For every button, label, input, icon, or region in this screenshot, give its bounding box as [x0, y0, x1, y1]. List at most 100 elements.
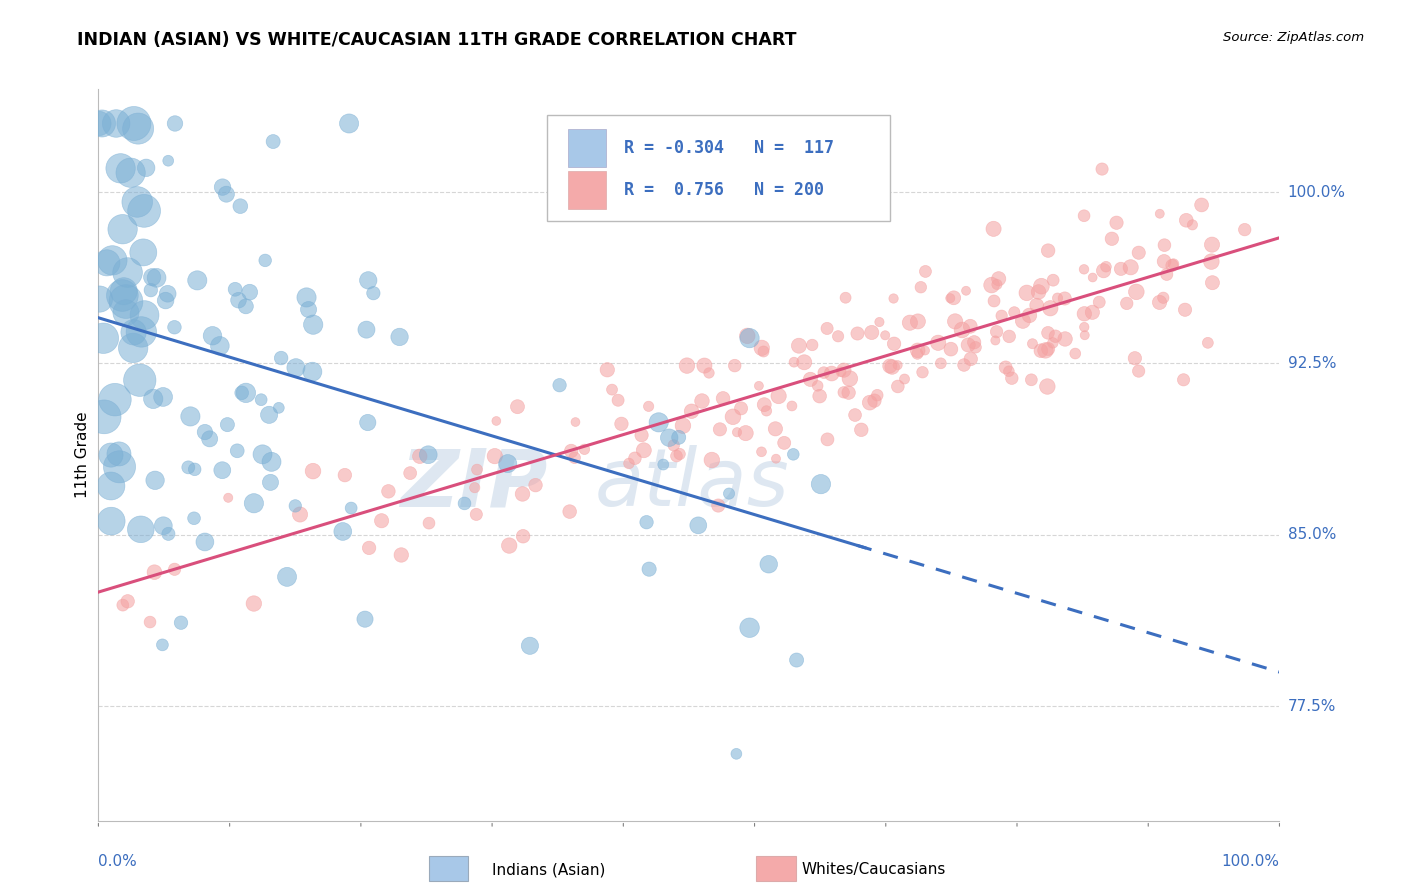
Point [132, 245, 155, 260]
Point [807, 379, 830, 393]
Point [177, 460, 200, 475]
Point [950, 323, 973, 337]
Text: Whites/Caucasians: Whites/Caucasians [801, 863, 946, 877]
Point [1046, 291, 1069, 305]
Point [276, 570, 298, 584]
Point [887, 379, 910, 393]
Point [186, 273, 208, 287]
Point [665, 449, 688, 463]
Point [668, 430, 690, 444]
Point [183, 511, 205, 525]
FancyBboxPatch shape [547, 115, 890, 221]
Point [834, 291, 856, 305]
Point [93, 409, 115, 424]
Point [388, 330, 411, 344]
Point [135, 161, 157, 175]
Point [1233, 222, 1256, 236]
Point [270, 351, 292, 365]
Point [751, 341, 773, 355]
Point [224, 282, 246, 296]
Point [127, 121, 149, 136]
Point [122, 341, 145, 355]
Point [418, 516, 440, 530]
Point [163, 116, 186, 130]
Point [1115, 296, 1137, 310]
Point [1001, 371, 1024, 385]
Point [868, 315, 890, 329]
Point [693, 359, 716, 373]
Point [297, 302, 319, 317]
Point [1042, 273, 1064, 287]
Point [112, 284, 135, 298]
Point [157, 153, 180, 168]
Point [910, 280, 932, 294]
Point [624, 451, 647, 466]
Point [357, 416, 380, 430]
Point [1091, 162, 1114, 177]
Point [155, 293, 177, 308]
Point [101, 253, 124, 268]
Point [179, 409, 201, 424]
Text: ZIP: ZIP [399, 445, 547, 524]
Point [724, 359, 747, 373]
Point [127, 194, 149, 209]
Point [607, 393, 630, 408]
Point [1053, 292, 1076, 306]
Point [793, 355, 815, 369]
Point [911, 365, 934, 379]
Point [1029, 343, 1052, 358]
Point [1038, 342, 1060, 356]
Point [201, 328, 224, 343]
Point [1128, 364, 1150, 378]
Text: Indians (Asian): Indians (Asian) [492, 863, 606, 877]
Point [929, 356, 952, 370]
Point [288, 508, 311, 522]
Point [1002, 305, 1025, 319]
Point [787, 339, 810, 353]
Point [131, 325, 153, 339]
Point [231, 385, 253, 400]
Point [512, 487, 534, 501]
Point [108, 459, 131, 474]
Point [548, 378, 571, 392]
Point [1042, 335, 1064, 350]
Point [813, 366, 835, 380]
Point [211, 463, 233, 477]
Point [711, 392, 734, 406]
Point [994, 360, 1017, 375]
Point [1081, 305, 1104, 319]
Point [596, 363, 619, 377]
Point [927, 335, 949, 350]
Point [1174, 302, 1197, 317]
Point [1073, 307, 1095, 321]
Point [485, 414, 508, 428]
Point [1173, 373, 1195, 387]
Point [377, 484, 399, 499]
Point [1045, 329, 1067, 343]
Point [987, 272, 1010, 286]
Point [464, 481, 486, 495]
Point [333, 468, 356, 483]
Point [519, 639, 541, 653]
Point [354, 612, 377, 626]
Point [267, 401, 290, 415]
Point [243, 597, 266, 611]
Point [984, 334, 1007, 348]
Point [239, 285, 262, 300]
Point [105, 116, 128, 130]
Point [866, 388, 889, 402]
Point [838, 385, 860, 400]
Point [957, 338, 980, 352]
Point [697, 366, 720, 380]
Point [817, 433, 839, 447]
Point [134, 308, 156, 322]
Point [907, 343, 929, 358]
Point [302, 318, 325, 332]
Point [564, 415, 586, 429]
Point [914, 264, 936, 278]
Point [1123, 351, 1146, 366]
Point [737, 329, 759, 343]
Point [1018, 309, 1040, 323]
Point [356, 323, 378, 337]
Point [1153, 238, 1175, 252]
